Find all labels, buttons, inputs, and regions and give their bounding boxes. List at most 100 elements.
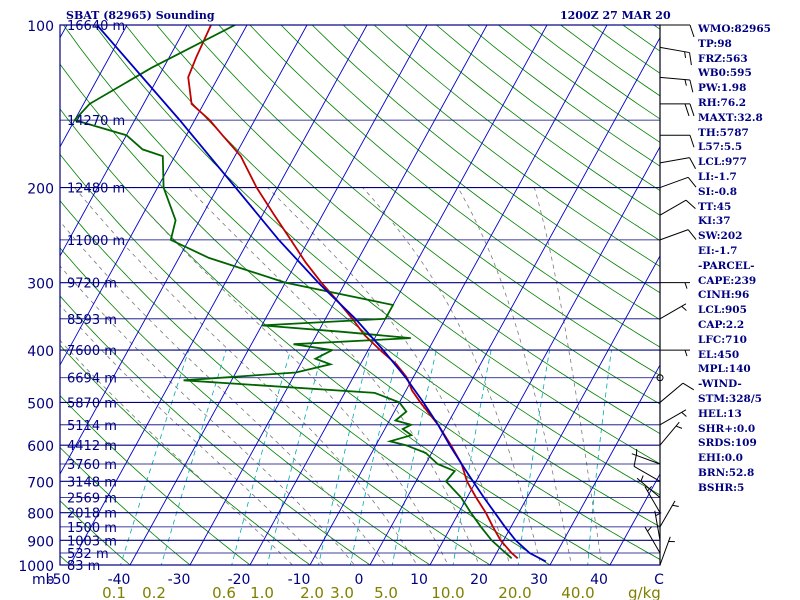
parcel-trace — [96, 25, 547, 563]
height-label: 4412 m — [67, 439, 117, 454]
wind-barb-half-feather — [684, 349, 688, 357]
moist-adiabat — [125, 187, 449, 565]
temperature-tick-label: 0 — [355, 572, 364, 588]
dry-adiabat — [60, 500, 131, 565]
chart-datetime: 1200Z 27 MAR 20 — [560, 9, 671, 22]
moist-adiabat — [534, 187, 603, 565]
index-item: SHR+:0.0 — [698, 422, 756, 435]
wind-barb-feather — [687, 229, 697, 240]
height-label: 5870 m — [67, 396, 117, 411]
index-item: SI:-0.8 — [698, 185, 737, 198]
temperature-tick-label: 10 — [410, 572, 428, 588]
height-label: 14270 m — [67, 114, 125, 129]
wind-barb — [633, 465, 661, 482]
temperature-tick-label: -50 — [48, 572, 71, 588]
index-item: LI:-1.7 — [698, 170, 737, 183]
dry-adiabat — [0, 25, 22, 576]
wind-barb-half-feather — [640, 475, 644, 482]
temperature-tick-label: -20 — [228, 572, 251, 588]
mixing-ratio-label: 0.1 — [102, 584, 126, 600]
isotherm — [69, 25, 368, 565]
mixing-ratio-label: 1.0 — [250, 584, 274, 600]
height-label: 3148 m — [67, 475, 117, 490]
mixing-ratio-label: 0.2 — [142, 584, 166, 600]
wind-barb-half-feather — [675, 425, 683, 429]
height-label: 8593 m — [67, 313, 117, 328]
moist-adiabat — [60, 220, 387, 565]
wind-barb-feather — [689, 24, 695, 38]
isotherm — [429, 145, 660, 565]
height-label: 9720 m — [67, 277, 117, 292]
wind-barb-feather — [682, 382, 695, 391]
index-item: CAP:2.2 — [698, 318, 745, 331]
isotherm — [60, 25, 308, 476]
mixing-ratio-line — [587, 350, 612, 565]
dry-adiabat — [156, 25, 660, 435]
wind-barb-feather — [689, 157, 697, 169]
index-item: TP:98 — [698, 37, 732, 50]
temperature-tick-label: -40 — [108, 572, 131, 588]
height-label: 2018 m — [67, 507, 117, 522]
mixing-ratio-label: 40.0 — [561, 584, 594, 600]
isotherm — [60, 25, 188, 257]
mixing-ratio-label: 2.0 — [300, 584, 324, 600]
index-item: BSHR:5 — [698, 481, 745, 494]
pressure-tick-label: 300 — [27, 277, 54, 293]
wind-barb-half-feather — [684, 282, 688, 289]
dry-adiabat — [778, 25, 800, 576]
mixing-ratio-line — [318, 350, 370, 565]
index-item: MAXT:32.8 — [698, 111, 763, 124]
index-item: MPL:140 — [698, 363, 751, 376]
pressure-tick-label: 600 — [27, 439, 54, 455]
mixing-ratio-line — [517, 350, 550, 565]
index-item: SRDS:109 — [698, 437, 757, 450]
dry-adiabat — [60, 153, 551, 565]
temperature-tick-label: -30 — [168, 572, 191, 588]
index-item: L57:5.5 — [698, 141, 743, 154]
index-item: CINH:96 — [698, 289, 750, 302]
wind-barb-half-feather — [647, 485, 653, 492]
wind-barb-feather — [685, 199, 696, 209]
pressure-tick-label: 1000 — [18, 559, 54, 575]
moist-adiabat — [60, 339, 293, 565]
height-label: 532 m — [67, 547, 109, 562]
mixing-ratio-line — [349, 350, 399, 565]
dry-adiabat — [60, 108, 611, 565]
wind-barb — [654, 510, 661, 541]
index-item: EL:450 — [698, 348, 740, 361]
temperature-tick-label: 40 — [590, 572, 608, 588]
wind-barb — [659, 382, 684, 403]
wind-barb-feather — [689, 103, 695, 117]
isotherm — [60, 25, 248, 366]
stability-indices: WMO:82965 TP:98 FRZ:563 WB0:595 PW:1.98 RH:76… — [698, 22, 771, 496]
moist-adiabat — [74, 187, 418, 565]
wind-barb — [659, 157, 690, 164]
index-item: TT:45 — [698, 200, 732, 213]
temperature-tick-label: C — [654, 572, 664, 588]
dry-adiabat — [342, 25, 660, 267]
dry-adiabat — [60, 200, 491, 565]
dry-adiabat — [125, 25, 660, 465]
temperature-trace — [187, 25, 519, 559]
index-item: EI:-1.7 — [698, 244, 738, 257]
mixing-ratio-label: 0.6 — [212, 584, 236, 600]
pressure-tick-label: 400 — [27, 344, 54, 360]
sounding-traces — [73, 25, 547, 563]
background-lines — [0, 25, 800, 576]
mixing-ratio-unit-label: g/kg — [628, 584, 661, 600]
height-label: 7600 m — [67, 344, 117, 359]
mixing-ratio-line — [266, 349, 324, 565]
mixing-ratio-label: 10.0 — [431, 584, 464, 600]
dry-adiabat — [63, 25, 660, 528]
height-label: 3760 m — [67, 458, 117, 473]
isotherm — [0, 25, 7, 565]
height-label: 11000 m — [67, 234, 125, 249]
index-item: RH:76.2 — [698, 96, 747, 109]
wind-barb-half-feather — [684, 79, 687, 86]
isotherm — [549, 364, 660, 565]
height-label: 5114 m — [67, 419, 117, 434]
pressure-tick-label: 700 — [27, 475, 54, 491]
dry-adiabat — [60, 446, 191, 565]
